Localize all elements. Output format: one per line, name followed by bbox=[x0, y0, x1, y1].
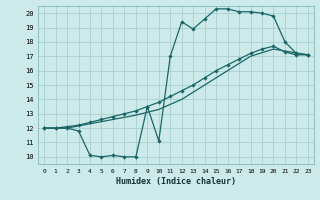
X-axis label: Humidex (Indice chaleur): Humidex (Indice chaleur) bbox=[116, 177, 236, 186]
